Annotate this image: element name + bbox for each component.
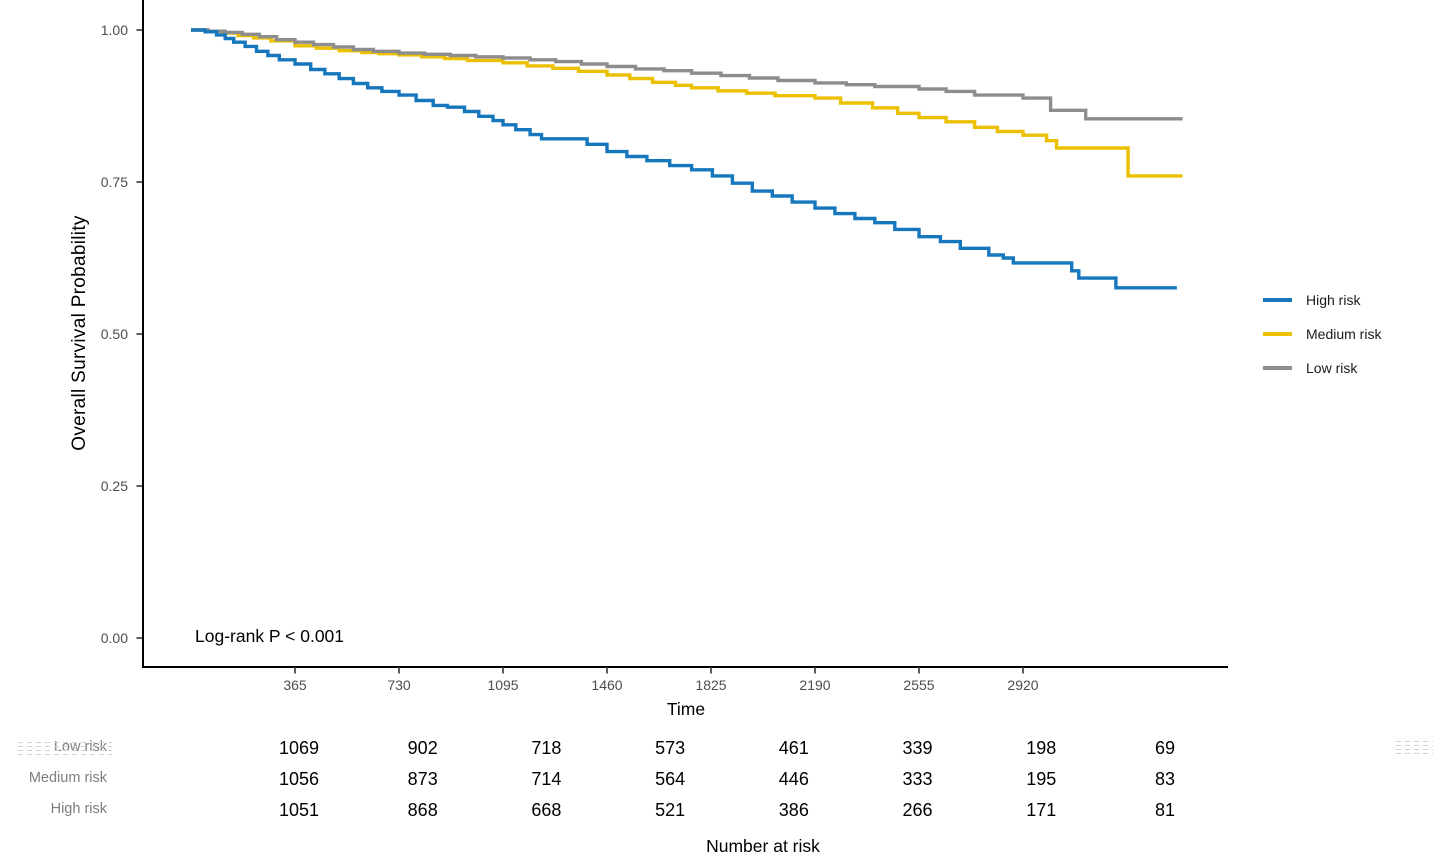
legend-key-high-risk-line (1263, 298, 1292, 302)
risk-row-label-low-risk: Low risk (53, 739, 107, 755)
x-tick-label: 2555 (903, 677, 935, 693)
legend-label-low-risk: Low risk (1306, 360, 1358, 376)
risk-count: 873 (407, 769, 438, 789)
dashed-line (18, 750, 112, 751)
x-tick-label: 1460 (591, 677, 623, 693)
dashed-line (1396, 745, 1433, 746)
x-tick-label: 2190 (799, 677, 831, 693)
risk-count: 718 (531, 738, 562, 758)
legend-item-low-risk: Low risk (1263, 360, 1357, 376)
risk-row-label-medium-risk: Medium risk (28, 770, 107, 786)
legend-key-medium-risk-line (1263, 332, 1292, 336)
risk-count: 69 (1154, 738, 1175, 758)
risk-count: 171 (1026, 800, 1057, 820)
risk-count: 521 (655, 800, 686, 820)
x-tick-label: 730 (387, 677, 411, 693)
risk-count: 573 (655, 738, 686, 758)
risk-count: 81 (1154, 800, 1175, 820)
y-tick-label: 0.75 (100, 174, 128, 190)
risk-table-title: Number at risk (706, 836, 820, 856)
survival-curve-medium-risk (191, 28, 1183, 178)
risk-count: 1069 (278, 738, 320, 758)
risk-count: 668 (531, 800, 562, 820)
risk-count: 714 (531, 769, 562, 789)
survival-curve-low-risk (191, 28, 1183, 121)
legend-item-high-risk: High risk (1263, 292, 1360, 308)
x-axis-title: Time (666, 699, 706, 719)
dashed-line (18, 746, 112, 747)
risk-count: 333 (902, 769, 933, 789)
survival-curve-high-risk (191, 28, 1177, 290)
x-tick-label: 1825 (695, 677, 727, 693)
risk-row-label-high-risk: High risk (50, 801, 107, 817)
risk-count: 564 (655, 769, 686, 789)
risk-count: 1056 (278, 769, 320, 789)
risk-count: 266 (902, 800, 933, 820)
y-tick-label: 0.00 (100, 630, 128, 646)
plot-area (136, 0, 1228, 674)
legend-label-medium-risk: Medium risk (1306, 326, 1382, 342)
dashed-line (1396, 749, 1433, 750)
risk-count: 83 (1154, 769, 1175, 789)
dashed-line (18, 754, 112, 755)
risk-count: 198 (1026, 738, 1057, 758)
risk-count: 868 (407, 800, 438, 820)
legend-label-high-risk: High risk (1306, 292, 1361, 308)
y-tick-label: 0.25 (100, 478, 128, 494)
dashed-line (18, 742, 112, 743)
logrank-pvalue-annotation: Log-rank P < 0.001 (195, 626, 345, 646)
risk-count: 386 (778, 800, 809, 820)
risk-count: 1051 (278, 800, 320, 820)
dashed-line (1396, 753, 1433, 754)
risk-count: 461 (778, 738, 809, 758)
risk-count: 446 (778, 769, 809, 789)
y-tick-label: 1.00 (100, 22, 128, 38)
risk-count: 195 (1026, 769, 1057, 789)
risk-count: 902 (407, 738, 438, 758)
legend-key-low-risk-line (1263, 366, 1292, 370)
legend-item-medium-risk: Medium risk (1263, 326, 1381, 342)
y-tick-label: 0.50 (100, 326, 128, 342)
x-tick-label: 2920 (1007, 677, 1039, 693)
x-tick-label: 365 (283, 677, 307, 693)
risk-count: 339 (902, 738, 933, 758)
x-tick-label: 1095 (487, 677, 519, 693)
dashed-line (1396, 741, 1433, 742)
